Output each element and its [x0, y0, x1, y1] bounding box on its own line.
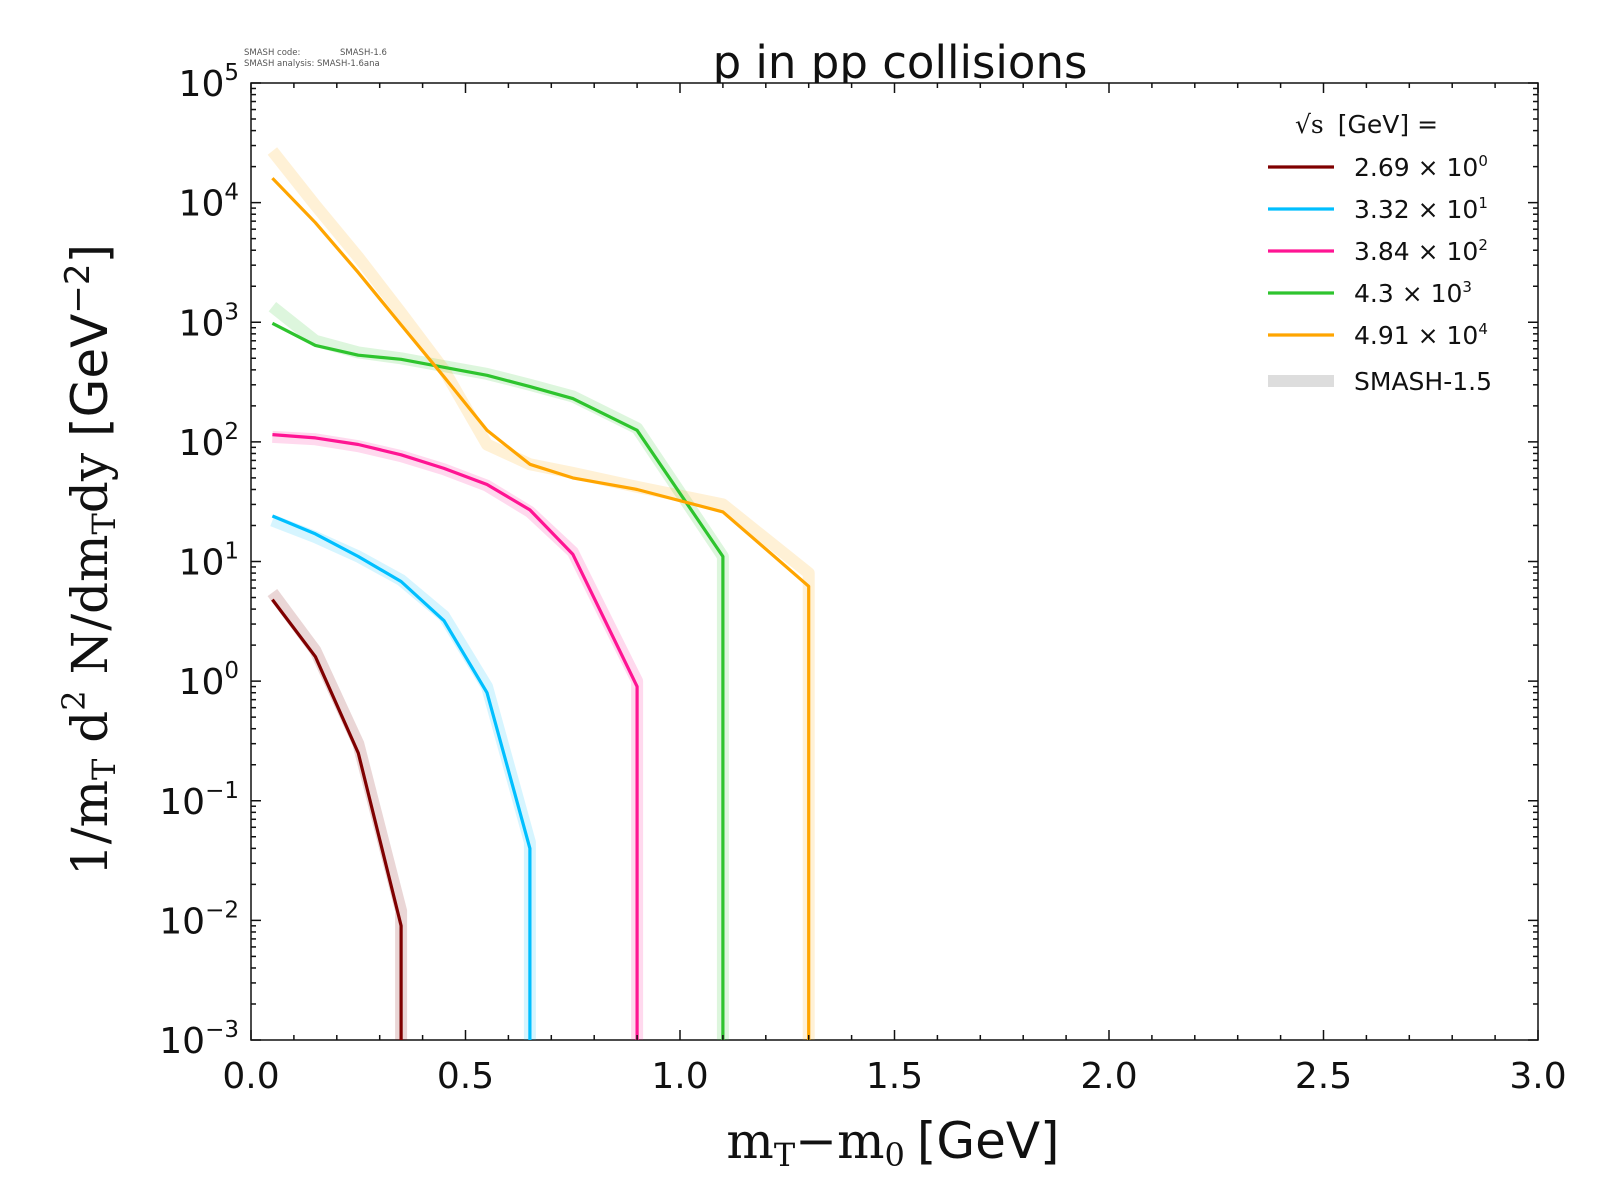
- y-axis-label-part3-sub: T: [85, 512, 123, 534]
- legend-title-sqrt: √s: [1295, 110, 1324, 139]
- y-tick-label: 10−2: [159, 897, 239, 942]
- x-tick-label: 0.0: [222, 1056, 279, 1097]
- legend-label-4: 4.3 × 103: [1354, 278, 1472, 308]
- y-axis-label-part2: d: [61, 711, 119, 759]
- x-tick-label: 1.0: [651, 1056, 708, 1097]
- series-lines: [271, 177, 811, 1040]
- y-tick-label: 101: [179, 539, 239, 584]
- series-line-5: [271, 177, 811, 1040]
- y-tick-label: 100: [179, 658, 239, 703]
- smash-code-label: SMASH code:: [244, 48, 300, 58]
- legend-label-1: 2.69 × 100: [1354, 152, 1488, 182]
- y-tick-label: 102: [179, 419, 239, 464]
- x-tick-label: 2.5: [1295, 1056, 1352, 1097]
- y-tick-label: 103: [179, 299, 239, 344]
- x-tick-label: 2.0: [1080, 1056, 1137, 1097]
- smash-analysis-value: SMASH-1.6ana: [317, 59, 380, 69]
- x-tick-labels: 0.0 0.5 1.0 1.5 2.0 2.5 3.0: [222, 1056, 1566, 1097]
- y-tick-label: 105: [179, 60, 239, 105]
- y-axis-label: 1/mT d2 N/dmTdy[GeV−2]: [55, 244, 123, 876]
- legend-entries: 2.69 × 100 3.32 × 101 3.84 × 102 4.3 × 103 4…: [1268, 152, 1488, 350]
- x-tick-label: 1.5: [866, 1056, 923, 1097]
- x-axis-label-main-sub: T: [774, 1136, 796, 1174]
- y-tick-label: 10−1: [159, 778, 239, 823]
- legend-label-reference: SMASH-1.5: [1354, 367, 1492, 396]
- axis-ticks: [250, 82, 1539, 1041]
- legend: √s [GeV] = 2.69 × 100 3.32 × 101 3.84 × 102…: [1268, 110, 1492, 396]
- legend-title-rest: [GeV] =: [1338, 110, 1438, 139]
- y-axis-label-part1: 1/m: [61, 780, 119, 876]
- smash-analysis-label: SMASH analysis:: [244, 59, 314, 69]
- y-tick-labels: 10−3 10−2 10−1 100 101 102 103 104 105: [159, 60, 239, 1062]
- legend-label-5: 4.91 × 104: [1354, 320, 1488, 350]
- series-line-1: [271, 598, 403, 1040]
- chart-title: p in pp collisions: [713, 36, 1088, 89]
- reference-band-2: [270, 514, 536, 1040]
- x-tick-label: 3.0: [1509, 1056, 1566, 1097]
- x-axis-label-main: m: [726, 1112, 773, 1170]
- series-line-4: [271, 321, 725, 1040]
- x-axis-label-minus: −m: [795, 1112, 884, 1170]
- y-axis-label-unit-sup: −2: [58, 263, 98, 313]
- smash-code-value: SMASH-1.6: [340, 48, 387, 58]
- y-axis-label-unit: [GeV: [61, 314, 119, 437]
- x-axis-label: mT−m0 [GeV]: [726, 1112, 1059, 1174]
- y-tick-label: 10−3: [159, 1017, 239, 1062]
- y-tick-label: 104: [179, 180, 239, 225]
- x-axis-label-minus-sub: 0: [884, 1136, 904, 1174]
- y-axis-label-part3: N/dm: [61, 534, 119, 690]
- y-axis-label-part1-sub: T: [85, 758, 123, 780]
- series-line-3: [272, 433, 639, 1040]
- y-axis-label-unit-close: ]: [61, 244, 119, 264]
- legend-title: √s [GeV] =: [1295, 110, 1438, 139]
- series-line-2: [271, 514, 532, 1040]
- y-axis-label-part4: dy: [61, 452, 119, 513]
- legend-label-3: 3.84 × 102: [1354, 236, 1488, 266]
- plot-frame: [250, 82, 1539, 1041]
- x-axis-label-unit: [GeV]: [917, 1112, 1060, 1170]
- legend-label-2: 3.32 × 101: [1354, 194, 1488, 224]
- x-tick-label: 0.5: [437, 1056, 494, 1097]
- reference-band-5: [267, 147, 815, 1040]
- y-axis-label-part2-sup: 2: [55, 690, 93, 710]
